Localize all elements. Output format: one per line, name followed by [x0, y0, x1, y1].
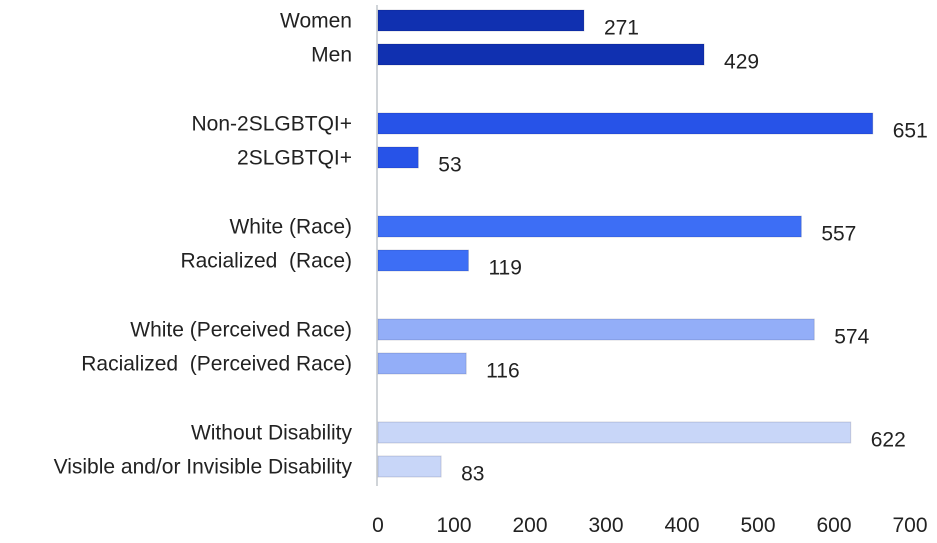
data-label: 557: [821, 223, 856, 246]
bar: [377, 146, 419, 169]
bar: [377, 318, 815, 341]
x-tick-label: 0: [372, 514, 384, 537]
x-tick-label: 600: [816, 514, 851, 537]
x-tick-label: 700: [892, 514, 927, 537]
category-label: Non-2SLGBTQI+: [192, 113, 352, 136]
data-label: 83: [461, 463, 484, 486]
data-label: 429: [724, 51, 759, 74]
category-label: Men: [311, 44, 352, 67]
x-tick-label: 200: [512, 514, 547, 537]
x-tick-label: 400: [664, 514, 699, 537]
category-label: White (Race): [229, 216, 352, 239]
category-label: Without Disability: [191, 422, 353, 445]
bar: [377, 9, 585, 32]
category-label: Women: [280, 10, 352, 33]
data-label: 271: [604, 17, 639, 40]
data-label: 574: [834, 326, 869, 349]
bar: [377, 352, 467, 375]
bar: [377, 249, 469, 272]
bar: [377, 215, 802, 238]
bar: [377, 421, 852, 444]
data-label: 116: [486, 360, 519, 383]
x-tick-label: 500: [740, 514, 775, 537]
data-label: 651: [893, 120, 928, 143]
category-label: Racialized (Race): [180, 250, 352, 273]
data-label: 53: [438, 154, 461, 177]
category-label: Racialized (Perceived Race): [81, 353, 352, 376]
x-tick-label: 300: [588, 514, 623, 537]
bar: [377, 112, 874, 135]
bar: [377, 43, 705, 66]
category-label: Visible and/or Invisible Disability: [54, 456, 353, 479]
data-label: 622: [871, 429, 906, 452]
bar: [377, 455, 442, 478]
category-label: White (Perceived Race): [130, 319, 352, 342]
data-label: 119: [488, 257, 521, 280]
category-label: 2SLGBTQI+: [237, 147, 352, 170]
x-tick-label: 100: [436, 514, 471, 537]
